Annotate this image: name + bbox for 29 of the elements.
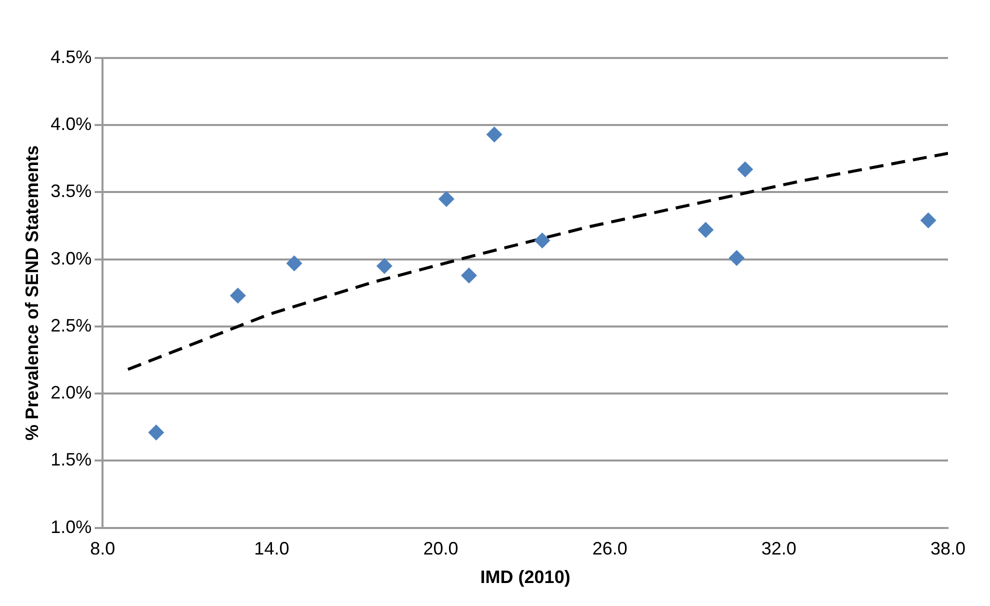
- line-series: [126, 152, 948, 371]
- point: [737, 161, 754, 178]
- point: [438, 190, 454, 207]
- x-tick-label: 20.0: [423, 538, 458, 559]
- point: [728, 250, 745, 266]
- y-tick-label: 4.5%: [50, 46, 92, 67]
- point: [286, 255, 302, 272]
- x-tick-label: 38.0: [930, 538, 966, 559]
- x-tick-label: 14.0: [254, 538, 290, 559]
- point: [460, 267, 477, 284]
- y-tick-label: 2.0%: [50, 382, 92, 403]
- y-tick-label: 1.0%: [50, 516, 92, 537]
- y-tick-label: 2.5%: [50, 315, 92, 336]
- y-tick-label: 1.5%: [50, 450, 92, 470]
- y-tick-label: 4.0%: [50, 114, 92, 134]
- x-axis-title: IMD (2010): [480, 567, 570, 588]
- point: [148, 424, 164, 440]
- point: [534, 232, 550, 249]
- x-tick-label: 32.0: [761, 538, 796, 559]
- point: [376, 258, 392, 274]
- point: [230, 288, 246, 304]
- point: [698, 222, 714, 238]
- y-tick-label: 3.5%: [50, 181, 92, 202]
- y-axis-title: % Prevalence of SEND Statements: [22, 145, 42, 440]
- y-tick-label: 3.0%: [50, 248, 92, 268]
- x-tick-label: 26.0: [592, 538, 628, 559]
- point: [920, 212, 936, 228]
- x-tick-label: 8.0: [90, 538, 116, 559]
- point: [486, 126, 502, 143]
